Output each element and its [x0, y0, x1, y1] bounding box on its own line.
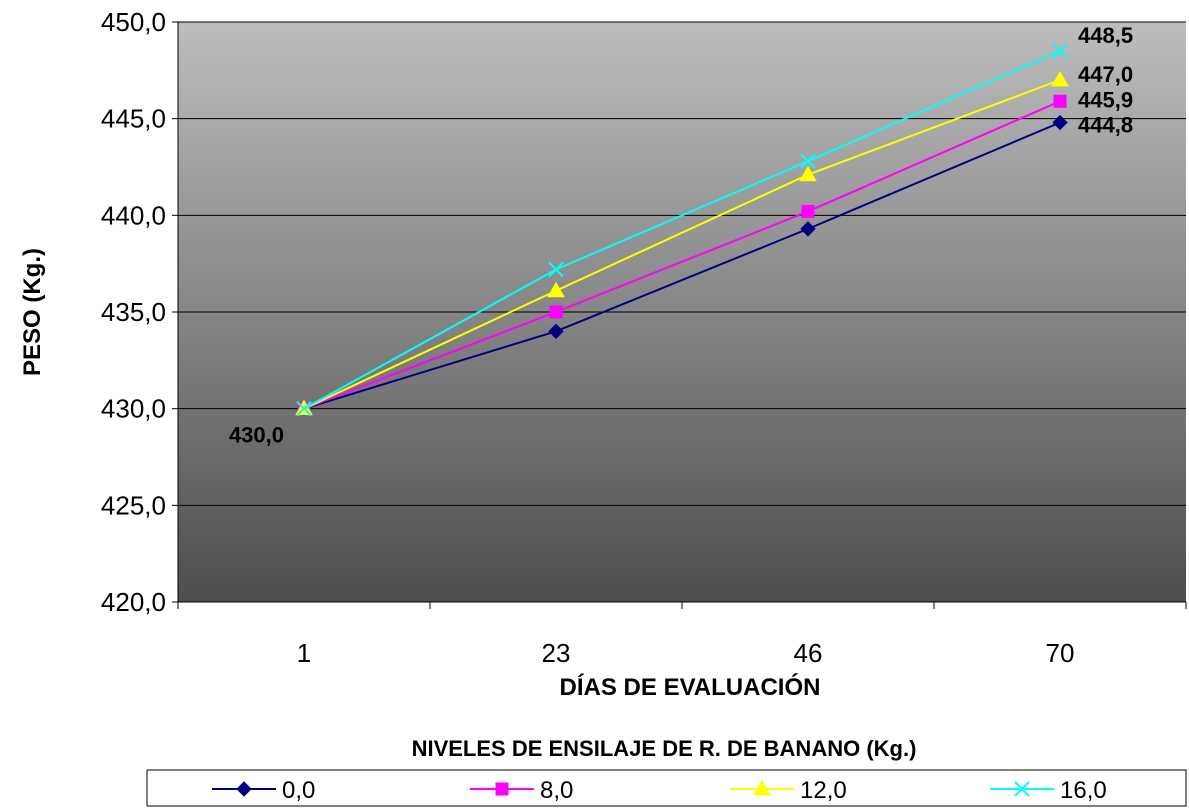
data-point	[548, 261, 564, 278]
y-tick-label: 420,0	[101, 587, 166, 617]
legend-title: NIVELES DE ENSILAJE DE R. DE BANANO (Kg.…	[412, 736, 917, 761]
y-tick-label: 435,0	[101, 297, 166, 327]
marker-stroke	[1052, 43, 1068, 59]
legend-entry: 0,0	[212, 777, 315, 804]
legend-label: 0,0	[282, 777, 315, 804]
y-tick-label: 450,0	[101, 7, 166, 37]
data-point	[799, 165, 817, 182]
legend-entry: 12,0	[730, 777, 847, 804]
legend-marker	[236, 781, 252, 797]
data-point	[547, 281, 565, 298]
data-point	[800, 221, 816, 237]
y-tick-label: 445,0	[101, 104, 166, 134]
y-tick-label: 425,0	[101, 490, 166, 520]
y-tick-label: 440,0	[101, 200, 166, 230]
series-0,0	[296, 114, 1068, 417]
data-label: 448,5	[1078, 23, 1133, 48]
data-point	[548, 323, 564, 340]
series-line	[303, 100, 1061, 410]
data-point	[1052, 114, 1068, 131]
series-line	[303, 121, 1061, 410]
series-line	[303, 79, 1061, 410]
legend: 0,0 8,0 12,0 16,0	[146, 769, 1187, 807]
axes: 420,0 425,0 430,0 435,0 440,0 445,0 450,0 1 23 46…	[101, 7, 1187, 668]
data-label: 447,0	[1078, 62, 1133, 87]
legend-label: 16,0	[1060, 777, 1107, 804]
series-line	[303, 50, 1061, 410]
x-tick-label: 23	[542, 638, 571, 668]
legend-entry: 8,0	[470, 777, 573, 804]
marker-stroke	[1014, 781, 1030, 797]
data-point	[296, 400, 312, 417]
legend-marker	[495, 782, 509, 796]
data-point	[801, 204, 815, 218]
y-tick-label: 430,0	[101, 394, 166, 424]
data-point	[1053, 94, 1067, 108]
legend-marker	[753, 779, 771, 796]
series-lines	[295, 43, 1069, 417]
series-12,0	[295, 70, 1069, 416]
data-point	[800, 153, 816, 169]
data-point	[1052, 43, 1068, 59]
x-axis-title: DÍAS DE EVALUACIÓN	[560, 673, 821, 701]
legend-entry: 16,0	[990, 777, 1107, 804]
marker-stroke	[548, 261, 564, 278]
data-point	[1051, 70, 1069, 87]
y-axis-title: PESO (Kg.)	[19, 248, 46, 376]
data-label: 445,9	[1078, 87, 1133, 112]
data-label: 444,8	[1078, 113, 1133, 138]
marker-stroke	[800, 153, 816, 169]
data-point	[549, 305, 563, 319]
legend-marker	[1014, 781, 1030, 797]
x-tick-label: 46	[794, 638, 823, 668]
legend-label: 12,0	[800, 777, 847, 804]
legend-label: 8,0	[540, 777, 573, 804]
x-tick-label: 70	[1046, 638, 1075, 668]
marker-stroke	[296, 400, 312, 417]
series-16,0	[296, 43, 1068, 417]
data-label: 430,0	[229, 423, 284, 448]
x-tick-label: 1	[297, 638, 311, 668]
